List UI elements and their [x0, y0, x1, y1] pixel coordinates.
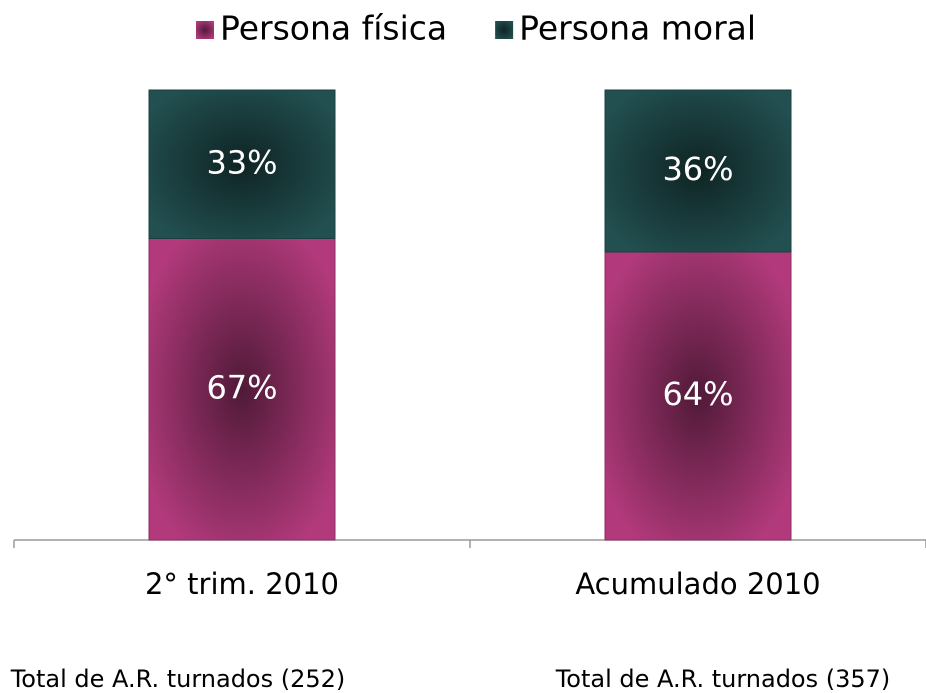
legend-label: Persona moral [519, 9, 756, 48]
legend-swatch [196, 21, 214, 39]
bar-segment [148, 238, 336, 541]
annotation: Total de A.R. turnados (357) [555, 665, 891, 693]
legend-swatch [495, 21, 514, 39]
x-tick-label: Acumulado 2010 [575, 567, 820, 601]
data-label: 64% [662, 375, 733, 413]
bar-segment [604, 251, 792, 541]
annotation: Total de A.R. turnados (252) [10, 665, 346, 693]
x-tick-label: 2° trim. 2010 [145, 567, 339, 601]
bar-segment [604, 89, 792, 253]
data-label: 33% [206, 143, 277, 181]
bar-segment [148, 89, 336, 239]
legend-label: Persona física [220, 9, 447, 48]
data-label: 36% [662, 150, 733, 188]
data-label: 67% [206, 368, 277, 406]
